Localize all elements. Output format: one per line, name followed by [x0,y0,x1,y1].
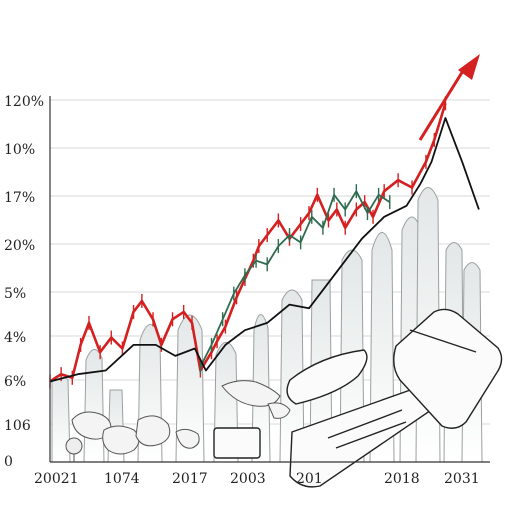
x-tick-label: 2031 [444,471,480,487]
trend-arrow [418,54,480,141]
x-tick-label: 20021 [34,471,79,487]
y-tick-label: 17% [4,190,35,206]
series-layer [49,96,480,389]
device-card [213,427,261,459]
x-tick-labels: 20021 1074 2017 2003 201 2018 2031 [34,471,480,487]
y-tick-label: 4% [4,330,26,346]
series-line-black-series [49,117,480,383]
y-tick-labels: 120% 10% 17% 20% 5% 4% 6% 106 0 [4,94,44,470]
gridlines [50,99,490,425]
x-tick-label: 2018 [384,471,420,487]
y-tick-label: 120% [4,94,44,110]
y-tick-label: 6% [4,374,26,390]
device-tablet [393,308,503,429]
x-tick-label: 2017 [172,471,208,487]
x-tick-label: 1074 [104,471,140,487]
x-tick-label: 201 [296,471,323,487]
y-tick-label: 5% [4,286,26,302]
y-tick-label: 0 [4,454,13,470]
x-tick-label: 2003 [230,471,266,487]
series-line-green-series [199,190,391,368]
world-map-sketch [64,380,291,463]
y-tick-label: 10% [4,142,35,158]
y-tick-label: 20% [4,238,35,254]
y-tick-label: 106 [4,418,31,434]
device-pod [286,349,368,405]
